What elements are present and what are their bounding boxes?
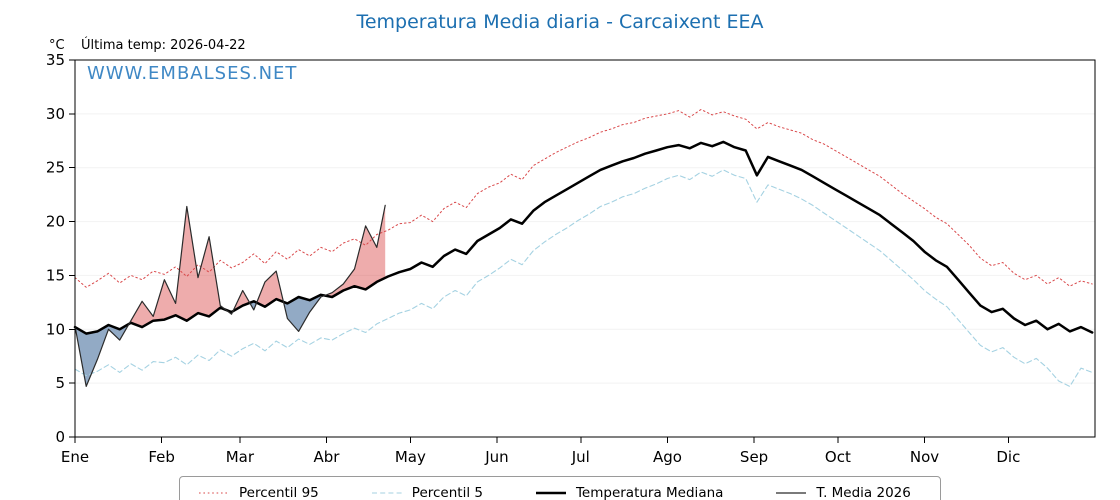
legend-item-t-media-2026: T. Media 2026	[775, 485, 911, 500]
svg-text:May: May	[395, 448, 426, 466]
svg-text:10: 10	[46, 320, 65, 338]
svg-text:Abr: Abr	[314, 448, 341, 466]
legend-label: Temperatura Mediana	[575, 485, 724, 500]
svg-text:35: 35	[46, 51, 65, 69]
svg-text:Jul: Jul	[571, 448, 590, 466]
y-axis-unit-label: °C	[49, 38, 65, 53]
legend-line-sample-icon	[371, 492, 402, 494]
svg-text:30: 30	[46, 105, 65, 123]
svg-text:Sep: Sep	[740, 448, 768, 466]
svg-text:Feb: Feb	[148, 448, 175, 466]
svg-text:5: 5	[55, 374, 65, 392]
legend-line-sample-icon	[199, 492, 229, 494]
watermark: WWW.EMBALSES.NET	[87, 63, 298, 84]
svg-text:20: 20	[46, 213, 65, 231]
legend-item-temperatura-mediana: Temperatura Mediana	[535, 485, 723, 500]
last-temp-annotation: Última temp: 2026-04-22	[81, 38, 246, 53]
svg-text:Ene: Ene	[61, 448, 89, 466]
svg-text:0: 0	[55, 428, 65, 446]
legend-label: T. Media 2026	[816, 485, 911, 500]
legend: Percentil 95 Percentil 5 Temperatura Media…	[179, 476, 941, 500]
svg-text:Mar: Mar	[226, 448, 255, 466]
legend-line-sample-icon	[535, 491, 566, 495]
svg-text:25: 25	[46, 159, 65, 177]
svg-text:Jun: Jun	[484, 448, 508, 466]
legend-item-percentil-95: Percentil 95	[198, 485, 319, 500]
legend-item-percentil-5: Percentil 5	[371, 485, 483, 500]
svg-text:Oct: Oct	[825, 448, 851, 466]
legend-line-sample-icon	[776, 492, 807, 494]
svg-text:Ago: Ago	[653, 448, 682, 466]
chart-title: Temperatura Media diaria - Carcaixent EE…	[356, 11, 764, 33]
legend-label: Percentil 95	[239, 485, 319, 500]
legend-label: Percentil 5	[411, 485, 483, 500]
svg-text:Nov: Nov	[910, 448, 939, 466]
svg-text:15: 15	[46, 266, 65, 284]
svg-text:Dic: Dic	[996, 448, 1020, 466]
